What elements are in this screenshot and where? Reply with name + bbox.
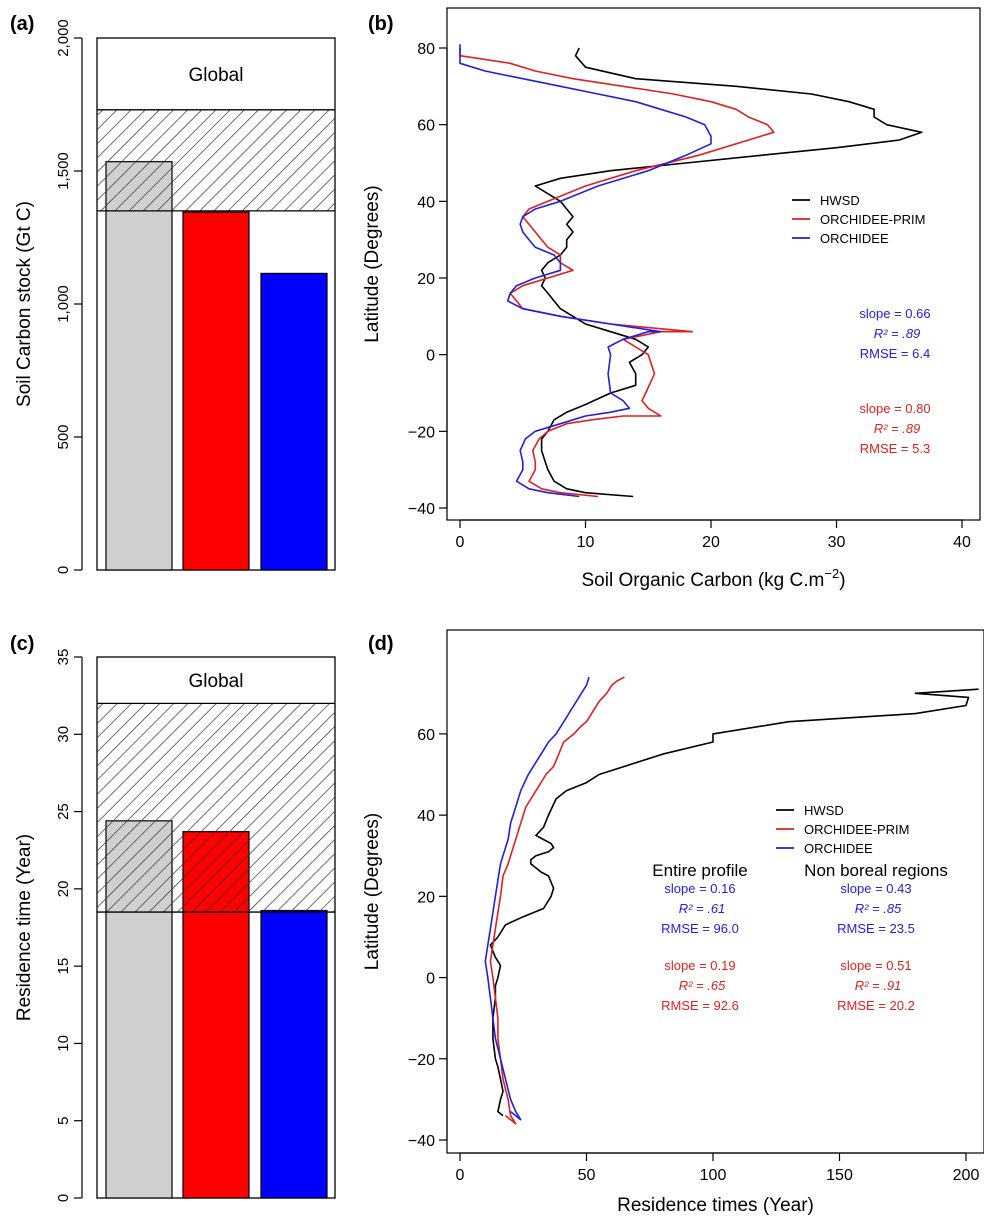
y-axis-label: Latitude (Degrees) bbox=[362, 813, 383, 970]
y-tick-label: 20 bbox=[55, 881, 72, 898]
stat-annotation: RMSE = 23.5 bbox=[837, 921, 915, 936]
y-tick-label: −40 bbox=[408, 1133, 435, 1150]
y-tick-label: 0 bbox=[426, 971, 435, 988]
y-tick-label: 20 bbox=[417, 889, 435, 906]
hatched-range bbox=[97, 109, 335, 211]
x-axis-label: Soil Organic Carbon (kg C.m−2) bbox=[581, 566, 845, 591]
stat-annotation: RMSE = 5.3 bbox=[860, 441, 930, 456]
stat-annotation: RMSE = 6.4 bbox=[860, 346, 930, 361]
y-tick-label: 0 bbox=[55, 566, 72, 574]
series-line-orchidee-prim bbox=[489, 676, 625, 1125]
y-tick-label: 15 bbox=[55, 958, 72, 975]
stat-annotation: RMSE = 20.2 bbox=[837, 998, 915, 1013]
y-tick-label: −40 bbox=[408, 501, 435, 518]
bar-orchidee bbox=[260, 909, 328, 1199]
y-tick-label: −20 bbox=[408, 424, 435, 441]
x-tick-label: 50 bbox=[578, 1167, 596, 1184]
y-tick-label: 35 bbox=[55, 649, 72, 666]
panel-label: (b) bbox=[368, 13, 394, 35]
panel-label: (a) bbox=[10, 13, 34, 35]
legend-label: ORCHIDEE-PRIM bbox=[804, 822, 909, 837]
stat-annotation: R² = .85 bbox=[855, 901, 902, 916]
bar-orchidee bbox=[260, 272, 328, 571]
stat-annotation: R² = .61 bbox=[679, 901, 726, 916]
stat-annotation: slope = 0.51 bbox=[840, 958, 911, 973]
x-tick-label: 0 bbox=[456, 534, 465, 551]
series-group bbox=[484, 676, 979, 1125]
y-tick-label: 60 bbox=[417, 727, 435, 744]
x-axis-label-end: ) bbox=[839, 570, 845, 591]
x-tick-label: 0 bbox=[456, 1167, 465, 1184]
stat-annotation: R² = .91 bbox=[855, 978, 902, 993]
y-tick-label: 10 bbox=[55, 1035, 72, 1052]
x-tick-label: 30 bbox=[828, 534, 846, 551]
bar-orchidee-prim bbox=[182, 211, 250, 571]
stat-annotation: RMSE = 92.6 bbox=[661, 998, 739, 1013]
stat-annotation: R² = .89 bbox=[874, 326, 921, 341]
x-tick-label: 40 bbox=[953, 534, 971, 551]
legend-label: ORCHIDEE bbox=[820, 231, 889, 246]
series-line-hwsd bbox=[534, 47, 923, 498]
y-tick-label: 1,500 bbox=[55, 152, 72, 190]
legend-label: ORCHIDEE bbox=[804, 841, 873, 856]
annotation-header: Entire profile bbox=[652, 861, 747, 880]
series-line-orchidee bbox=[484, 676, 590, 1121]
panel-b: (b) 0 10 20 30 40 −40 −20 0 20 40 60 80 Soil Organic … bbox=[362, 7, 981, 591]
x-axis-label: Residence times (Year) bbox=[617, 1195, 814, 1216]
y-tick-label: 40 bbox=[417, 808, 435, 825]
panel-d: (d) 0 50 100 150 200 −40 −20 0 20 40 60 Residence ti… bbox=[362, 629, 984, 1216]
x-tick-label: 10 bbox=[577, 534, 595, 551]
stat-annotation: slope = 0.66 bbox=[859, 306, 930, 321]
y-axis-label: Latitude (Degrees) bbox=[362, 185, 383, 342]
y-tick-label: −20 bbox=[408, 1052, 435, 1069]
y-tick-label: 30 bbox=[55, 726, 72, 743]
y-tick-label: 1,000 bbox=[55, 285, 72, 323]
x-axis-label-superscript: −2 bbox=[824, 566, 839, 581]
bar-hwsd bbox=[105, 161, 173, 571]
panel-label: (d) bbox=[368, 633, 394, 655]
global-label: Global bbox=[189, 671, 244, 692]
stat-annotation: RMSE = 96.0 bbox=[661, 921, 739, 936]
y-tick-label: 20 bbox=[417, 271, 435, 288]
y-tick-label: 0 bbox=[426, 348, 435, 365]
stat-annotation: slope = 0.16 bbox=[664, 881, 735, 896]
y-tick-label: 500 bbox=[55, 424, 72, 449]
panel-c: (c) 0 5 10 15 20 25 30 35 Residence time (Year) Gl… bbox=[10, 633, 336, 1202]
stat-annotation: R² = .65 bbox=[679, 978, 726, 993]
annotation-header: Non boreal regions bbox=[804, 861, 948, 880]
global-label: Global bbox=[189, 65, 244, 86]
series-line-hwsd bbox=[489, 688, 979, 1117]
y-tick-label: 2,000 bbox=[55, 19, 72, 57]
panel-a: (a) 0 500 1,000 1,500 2,000 Soil Carbon stock … bbox=[10, 13, 336, 574]
series-line-orchidee-prim bbox=[459, 48, 775, 498]
panel-label: (c) bbox=[10, 633, 34, 655]
series-line-orchidee bbox=[459, 44, 712, 498]
y-tick-label: 25 bbox=[55, 803, 72, 820]
stat-annotation: slope = 0.80 bbox=[859, 401, 930, 416]
x-tick-label: 200 bbox=[953, 1167, 980, 1184]
y-tick-label: 60 bbox=[417, 118, 435, 135]
legend-label: HWSD bbox=[804, 803, 844, 818]
legend-label: HWSD bbox=[820, 193, 860, 208]
stat-annotation: slope = 0.19 bbox=[664, 958, 735, 973]
x-tick-label: 20 bbox=[702, 534, 720, 551]
x-axis-label-text: Soil Organic Carbon (kg C.m bbox=[581, 570, 824, 591]
y-axis-label: Residence time (Year) bbox=[14, 834, 35, 1021]
y-tick-label: 0 bbox=[55, 1194, 72, 1202]
x-tick-label: 100 bbox=[700, 1167, 727, 1184]
stat-annotation: slope = 0.43 bbox=[840, 881, 911, 896]
legend-label: ORCHIDEE-PRIM bbox=[820, 212, 925, 227]
stat-annotation: R² = .89 bbox=[874, 421, 921, 436]
y-tick-label: 5 bbox=[55, 1117, 72, 1125]
y-axis-label: Soil Carbon stock (Gt C) bbox=[14, 201, 35, 407]
x-tick-label: 150 bbox=[826, 1167, 853, 1184]
y-tick-label: 40 bbox=[417, 194, 435, 211]
y-tick-label: 80 bbox=[417, 41, 435, 58]
x-axis-label-text: Residence times (Year) bbox=[617, 1195, 814, 1216]
series-group bbox=[459, 44, 923, 498]
hatched-range bbox=[97, 703, 335, 913]
